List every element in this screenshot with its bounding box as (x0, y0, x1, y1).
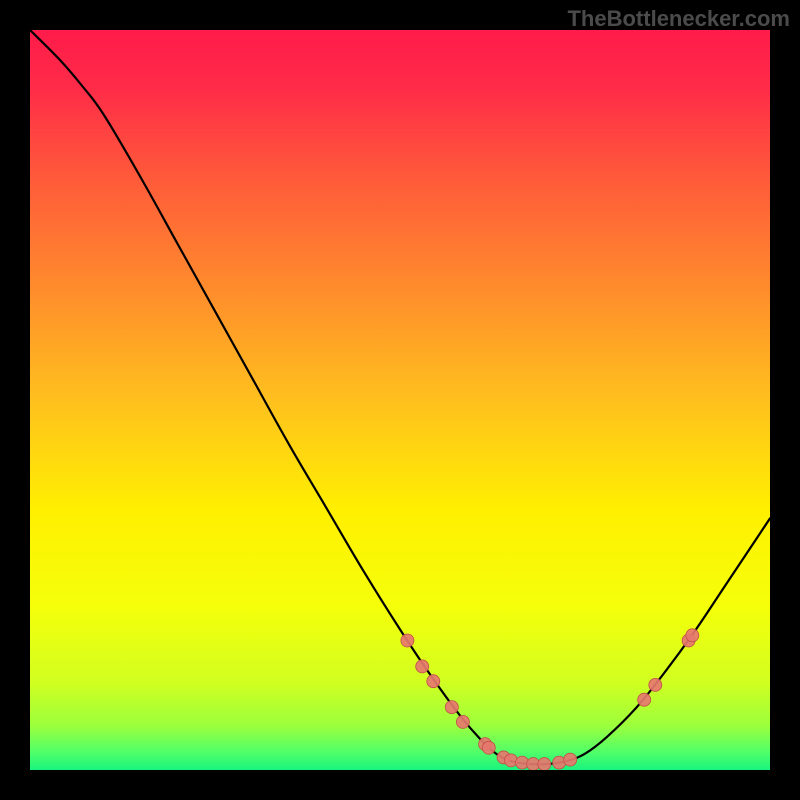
data-marker (401, 634, 414, 647)
data-marker (649, 678, 662, 691)
gradient-background (30, 30, 770, 770)
data-marker (638, 693, 651, 706)
data-marker (505, 754, 518, 767)
data-marker (456, 715, 469, 728)
data-marker (427, 675, 440, 688)
plot-svg (30, 30, 770, 770)
data-marker (482, 741, 495, 754)
data-marker (564, 753, 577, 766)
data-marker (416, 660, 429, 673)
watermark-text: TheBottlenecker.com (567, 6, 790, 32)
data-marker (686, 629, 699, 642)
chart-stage: TheBottlenecker.com (0, 0, 800, 800)
data-marker (538, 758, 551, 770)
data-marker (445, 701, 458, 714)
plot-area (30, 30, 770, 770)
